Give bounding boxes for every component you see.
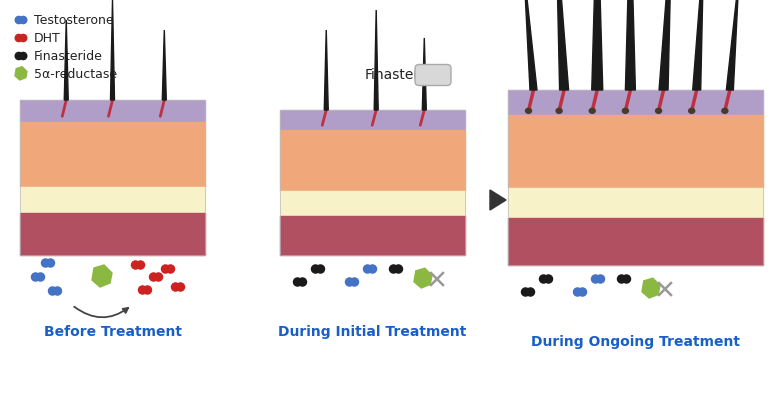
Ellipse shape (591, 275, 600, 283)
FancyBboxPatch shape (415, 64, 451, 86)
Ellipse shape (49, 287, 56, 295)
Polygon shape (324, 30, 328, 110)
Polygon shape (15, 67, 27, 80)
Polygon shape (92, 265, 112, 287)
Ellipse shape (544, 275, 553, 283)
Bar (508, 188, 763, 218)
Ellipse shape (19, 16, 27, 24)
Ellipse shape (19, 34, 27, 42)
Ellipse shape (19, 52, 27, 60)
Polygon shape (659, 0, 672, 90)
Ellipse shape (177, 283, 185, 291)
Polygon shape (414, 268, 432, 288)
Ellipse shape (556, 108, 562, 113)
Ellipse shape (42, 259, 49, 267)
Ellipse shape (131, 261, 140, 269)
Bar (280, 110, 465, 130)
Ellipse shape (574, 288, 581, 296)
Ellipse shape (53, 287, 62, 295)
Ellipse shape (368, 265, 377, 273)
Bar (280, 130, 465, 191)
Text: 5α-reductase: 5α-reductase (34, 68, 117, 80)
Ellipse shape (161, 265, 170, 273)
Ellipse shape (597, 275, 604, 283)
Bar (280, 216, 465, 255)
Ellipse shape (589, 108, 595, 113)
Text: During Ongoing Treatment: During Ongoing Treatment (531, 335, 740, 349)
Ellipse shape (293, 278, 302, 286)
Ellipse shape (364, 265, 371, 273)
Ellipse shape (540, 275, 547, 283)
Ellipse shape (144, 286, 151, 294)
Ellipse shape (32, 273, 39, 281)
Ellipse shape (655, 108, 662, 113)
Bar (20, 100, 205, 122)
Bar (508, 90, 763, 265)
Text: Finasteride: Finasteride (365, 68, 442, 82)
Bar (508, 114, 763, 188)
Polygon shape (592, 0, 603, 90)
Bar (20, 100, 205, 255)
Ellipse shape (15, 34, 22, 42)
Ellipse shape (137, 261, 144, 269)
Ellipse shape (394, 265, 402, 273)
Ellipse shape (15, 16, 22, 24)
Ellipse shape (521, 288, 530, 296)
Ellipse shape (689, 108, 695, 113)
Bar (20, 213, 205, 255)
Polygon shape (162, 30, 166, 100)
Polygon shape (692, 0, 704, 90)
Ellipse shape (622, 275, 631, 283)
Polygon shape (110, 0, 114, 100)
Ellipse shape (167, 265, 174, 273)
Ellipse shape (299, 278, 306, 286)
Text: During Initial Treatment: During Initial Treatment (279, 325, 467, 339)
Text: Finasteride: Finasteride (34, 50, 103, 62)
Ellipse shape (622, 108, 628, 113)
Polygon shape (524, 0, 537, 90)
Bar (280, 191, 465, 216)
Ellipse shape (36, 273, 45, 281)
Bar (280, 110, 465, 255)
Bar (508, 90, 763, 114)
Polygon shape (556, 0, 569, 90)
Ellipse shape (578, 288, 587, 296)
Ellipse shape (390, 265, 398, 273)
Ellipse shape (311, 265, 320, 273)
Ellipse shape (15, 52, 22, 60)
Polygon shape (726, 0, 739, 90)
Polygon shape (625, 0, 635, 90)
Ellipse shape (154, 273, 163, 281)
Ellipse shape (171, 283, 180, 291)
Bar (20, 187, 205, 213)
Ellipse shape (618, 275, 625, 283)
Ellipse shape (527, 288, 534, 296)
Bar (20, 122, 205, 187)
Ellipse shape (722, 108, 728, 113)
Ellipse shape (346, 278, 354, 286)
Polygon shape (490, 190, 506, 210)
Text: Testosterone: Testosterone (34, 14, 113, 26)
Text: DHT: DHT (34, 32, 61, 44)
Ellipse shape (350, 278, 358, 286)
Bar (508, 218, 763, 265)
Polygon shape (374, 10, 378, 110)
Polygon shape (64, 20, 68, 100)
Ellipse shape (526, 108, 531, 113)
Ellipse shape (150, 273, 157, 281)
Polygon shape (422, 38, 426, 110)
Ellipse shape (317, 265, 324, 273)
Ellipse shape (46, 259, 55, 267)
Ellipse shape (138, 286, 147, 294)
Polygon shape (642, 278, 660, 298)
Text: Before Treatment: Before Treatment (43, 325, 181, 339)
